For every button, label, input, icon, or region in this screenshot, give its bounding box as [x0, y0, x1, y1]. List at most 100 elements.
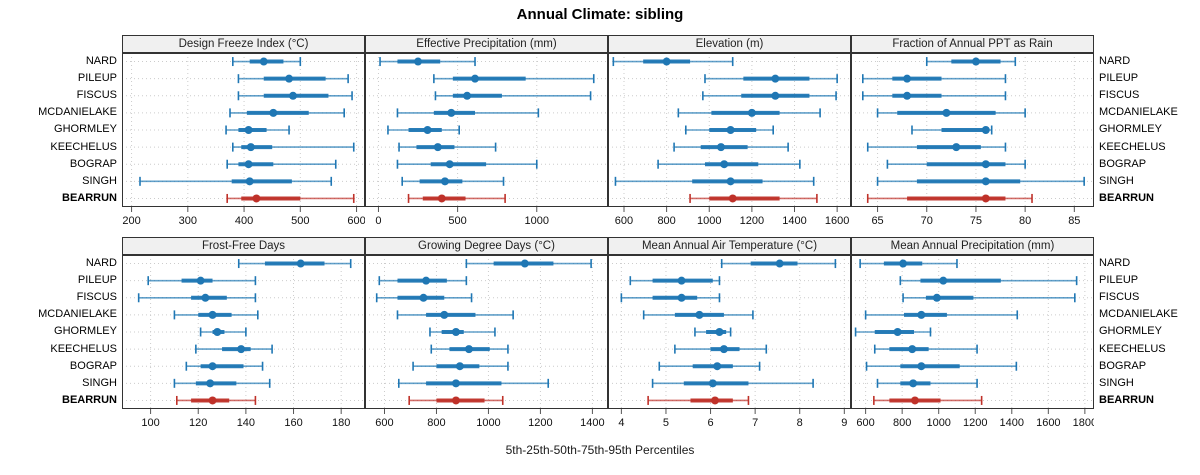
x-tick-label: 1200	[528, 417, 552, 429]
x-axis: 600 800 1000 1200 1400 1600	[615, 207, 849, 227]
median-dot-mcdanielake	[695, 310, 704, 319]
median-dot-nard	[899, 259, 908, 268]
x-tick-label: 70	[921, 215, 933, 227]
median-dot-pileup	[677, 276, 686, 285]
panels-row2: Frost-Free Days 100 120 140 160 180 Growing …	[122, 237, 1094, 435]
x-tick-label: 1400	[782, 215, 806, 227]
median-dot-pileup	[771, 74, 780, 83]
error-bar-ghormley	[685, 125, 774, 135]
panel-mean-annual-precipitation: Mean Annual Precipitation (mm) 600 800 100…	[851, 237, 1094, 435]
x-tick-label: 800	[427, 417, 445, 429]
x-tick-label: 1000	[697, 215, 721, 227]
panel-header-elevation: Elevation (m)	[608, 35, 851, 53]
x-tick-label: 200	[122, 215, 140, 227]
median-dot-bearrun	[981, 194, 990, 203]
site-label-nard: NARD	[1099, 55, 1131, 67]
median-dot-keechelus	[246, 143, 255, 152]
panel-plot-effective-precipitation: 0 500 1000	[365, 53, 608, 227]
error-bar-fiscus	[620, 293, 721, 303]
panel-header-growing-degree-days: Growing Degree Days (°C)	[365, 237, 608, 255]
x-tick-label: 0	[375, 215, 381, 227]
median-dot-mcdanielake	[747, 108, 756, 117]
x-tick-label: 1400	[580, 417, 604, 429]
error-bar-ghormley	[854, 327, 932, 337]
median-dot-bograp	[208, 362, 217, 371]
site-label-mcdanielake: MCDANIELAKE	[38, 106, 117, 119]
panel-plot-mean-annual-precipitation: 600 800 1000 1200 1400 1600 1800	[851, 255, 1094, 429]
error-bar-pileup	[899, 276, 1078, 286]
site-label-ghormley: GHORMLEY	[1099, 325, 1162, 338]
x-tick-label: 800	[657, 215, 675, 227]
x-axis: 200 300 400 500 600	[122, 207, 365, 227]
x-tick-label: 1400	[1000, 417, 1024, 429]
site-label-keechelus: KEECHELUS	[1099, 342, 1166, 355]
site-label-bograp: BOGRAP	[69, 359, 117, 372]
error-bar-ghormley	[694, 327, 732, 337]
error-bar-bearrun	[226, 193, 355, 203]
error-bar-singh	[397, 378, 550, 388]
x-tick-label: 1200	[740, 215, 764, 227]
site-label-bearrun: BEARRUN	[1099, 393, 1154, 406]
site-label-mcdanielake: MCDANIELAKE	[1099, 106, 1178, 119]
median-dot-pileup	[903, 74, 912, 83]
site-label-pileup: PILEUP	[1099, 72, 1139, 85]
error-bar-mcdanielake	[396, 310, 514, 320]
site-labels-right-row2: NARD PILEUP FISCUS MCDANIELAKE GHORMLEY KEECH…	[1094, 237, 1198, 409]
x-tick-label: 1600	[1036, 417, 1060, 429]
error-bar-bearrun	[175, 395, 257, 405]
error-bar-keechelus	[398, 142, 497, 152]
median-dot-ghormley	[893, 328, 902, 336]
panel-plot-design-freeze-index: 200 300 400 500 600	[122, 53, 365, 227]
median-dot-keechelus	[716, 143, 725, 152]
site-label-fiscus: FISCUS	[76, 89, 117, 102]
site-label-singh: SINGH	[82, 376, 117, 389]
panel-mean-annual-air-temperature: Mean Annual Air Temperature (°C) 4 5 6 7 8 9	[608, 237, 851, 435]
error-bar-bograp	[185, 361, 264, 371]
error-bar-fiscus	[237, 91, 353, 101]
error-bar-nard	[232, 57, 302, 67]
x-tick-label: 120	[189, 417, 207, 429]
error-bar-bograp	[886, 159, 1026, 169]
x-axis: 65 70 75 80 85	[871, 207, 1080, 227]
error-bar-bearrun	[647, 395, 750, 405]
median-dot-bearrun	[451, 396, 460, 405]
error-bar-nard	[859, 259, 958, 269]
median-dot-nard	[296, 259, 305, 268]
site-label-bograp: BOGRAP	[1099, 157, 1147, 170]
error-bar-singh	[401, 176, 505, 186]
panel-elevation: Elevation (m) 600 800 1000 1200 1400 1600	[608, 35, 851, 233]
error-bar-pileup	[704, 74, 838, 84]
median-dot-nard	[414, 57, 423, 66]
site-label-nard: NARD	[85, 257, 117, 269]
panel-header-design-freeze-index: Design Freeze Index (°C)	[122, 35, 365, 53]
x-tick-label: 4	[618, 417, 624, 429]
error-bar-keechelus	[873, 344, 978, 354]
site-label-fiscus: FISCUS	[76, 291, 117, 304]
error-bar-keechelus	[430, 344, 509, 354]
error-bar-keechelus	[673, 142, 789, 152]
error-bar-mcdanielake	[677, 108, 821, 118]
site-label-nard: NARD	[85, 55, 117, 67]
error-bar-bograp	[658, 361, 761, 371]
site-label-pileup: PILEUP	[1099, 274, 1139, 287]
x-tick-label: 600	[856, 417, 874, 429]
x-tick-label: 5	[663, 417, 669, 429]
x-tick-label: 800	[893, 417, 911, 429]
site-label-singh: SINGH	[1099, 376, 1134, 389]
error-bar-singh	[139, 176, 333, 186]
site-label-keechelus: KEECHELUS	[50, 140, 117, 153]
median-dot-bograp	[981, 160, 990, 169]
error-bar-bograp	[226, 159, 337, 169]
error-bar-ghormley	[199, 327, 247, 337]
site-label-ghormley: GHORMLEY	[54, 123, 117, 136]
median-dot-fiscus	[677, 293, 686, 302]
median-dot-mcdanielake	[942, 108, 951, 117]
site-label-pileup: PILEUP	[77, 72, 117, 85]
median-dot-bograp	[917, 362, 926, 371]
median-dot-fiscus	[289, 91, 297, 100]
x-tick-label: 1600	[825, 215, 849, 227]
trellis-row-1: NARD PILEUP FISCUS MCDANIELAKE GHORMLEY KEECH…	[0, 35, 1200, 233]
site-label-ghormley: GHORMLEY	[1099, 123, 1162, 136]
site-label-mcdanielake: MCDANIELAKE	[38, 308, 117, 321]
